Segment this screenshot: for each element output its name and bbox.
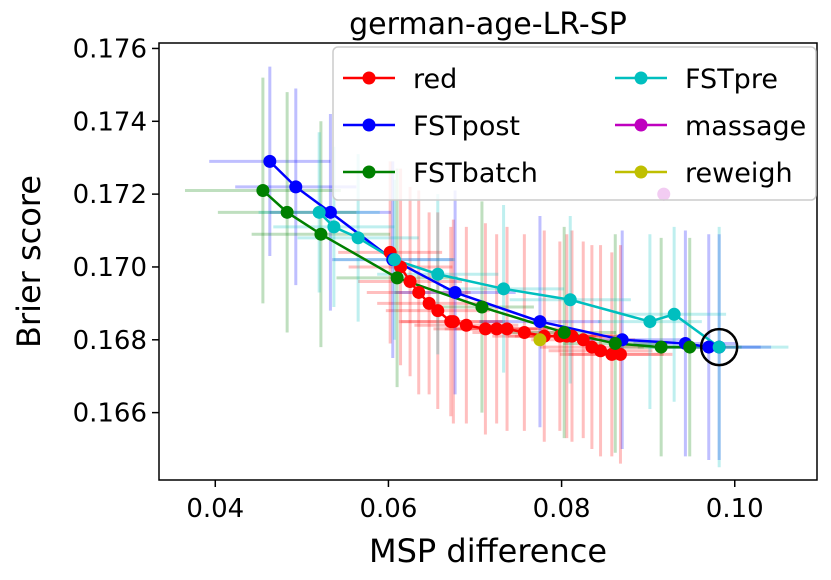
fstpost-point	[448, 285, 462, 299]
fstpre-point	[431, 267, 445, 281]
red-point	[500, 322, 514, 336]
fstbatch-point	[256, 183, 270, 197]
fstpre-point	[667, 307, 681, 321]
fstbatch-point	[608, 336, 622, 350]
legend-marker-fstbatch	[362, 165, 376, 179]
red-point	[490, 322, 504, 336]
legend-marker-fstpre	[634, 71, 648, 85]
fstbatch-point	[557, 326, 571, 340]
fstpost-point	[289, 180, 303, 194]
series-markers	[256, 154, 726, 361]
red-point	[431, 304, 445, 318]
fstpre-point	[643, 315, 657, 329]
chart-title: german-age-LR-SP	[349, 7, 627, 42]
fstpost-point	[533, 315, 547, 329]
legend-label-fstbatch: FSTbatch	[413, 158, 538, 189]
x-tick-label: 0.04	[186, 494, 244, 524]
legend: red FSTpost FSTbatch FSTpre massage reweigh	[332, 46, 817, 201]
fstbatch-point	[390, 271, 404, 285]
highlight-circle	[699, 327, 739, 367]
y-tick-label: 0.176	[73, 34, 147, 64]
x-axis-label: MSP difference	[369, 532, 607, 570]
fstbatch-point	[654, 340, 668, 354]
legend-marker-fstpost	[362, 118, 376, 132]
red-point	[517, 326, 531, 340]
legend-label-red: red	[413, 64, 457, 95]
reweigh-point	[533, 333, 547, 347]
fstpre-point	[497, 282, 511, 296]
fstbatch-point	[683, 340, 697, 354]
fstpost-series-line	[268, 160, 720, 349]
legend-marker-red	[362, 71, 376, 85]
fstbatch-point	[280, 205, 294, 219]
legend-label-reweigh: reweigh	[685, 158, 793, 189]
fstpre-point	[351, 231, 365, 245]
fstpre-point	[312, 205, 326, 219]
legend-marker-reweigh	[634, 165, 648, 179]
fstpre-series-line	[318, 211, 720, 349]
y-tick-label: 0.166	[73, 399, 147, 429]
y-tick-label: 0.170	[73, 253, 147, 283]
plot-frame	[158, 42, 818, 481]
red-point	[478, 322, 492, 336]
red-point	[403, 275, 417, 289]
fstpost-point	[323, 205, 337, 219]
red-point	[412, 285, 426, 299]
x-tick-label: 0.08	[533, 494, 591, 524]
annotations	[699, 327, 739, 367]
y-tick-label: 0.174	[73, 107, 147, 137]
fstbatch-point	[314, 227, 328, 241]
y-tick-label: 0.168	[73, 326, 147, 356]
red-point	[459, 318, 473, 332]
red-point	[594, 344, 608, 358]
legend-label-fstpre: FSTpre	[685, 64, 778, 95]
fstpre-point	[387, 253, 401, 267]
fstpre-point	[327, 220, 341, 234]
legend-box	[332, 46, 817, 201]
x-tick-label: 0.06	[359, 494, 417, 524]
y-axis-label: Brier score	[10, 175, 48, 348]
fstpost-point	[702, 340, 716, 354]
fstpost-point	[263, 154, 277, 168]
fstpre-point	[563, 293, 577, 307]
red-point	[576, 333, 590, 347]
y-tick-label: 0.172	[73, 180, 147, 210]
fstpre-point	[712, 340, 726, 354]
legend-marker-massage	[634, 118, 648, 132]
red-point	[446, 315, 460, 329]
fstbatch-point	[475, 300, 489, 314]
red-point	[422, 296, 436, 310]
y-axis-ticks: 0.166 0.168 0.170 0.172 0.174 0.176	[73, 34, 159, 429]
x-tick-label: 0.10	[706, 494, 764, 524]
legend-label-massage: massage	[685, 111, 806, 142]
legend-label-fstpost: FSTpost	[413, 111, 520, 142]
x-axis-ticks: 0.04 0.06 0.08 0.10	[186, 480, 764, 524]
red-point	[613, 347, 627, 361]
